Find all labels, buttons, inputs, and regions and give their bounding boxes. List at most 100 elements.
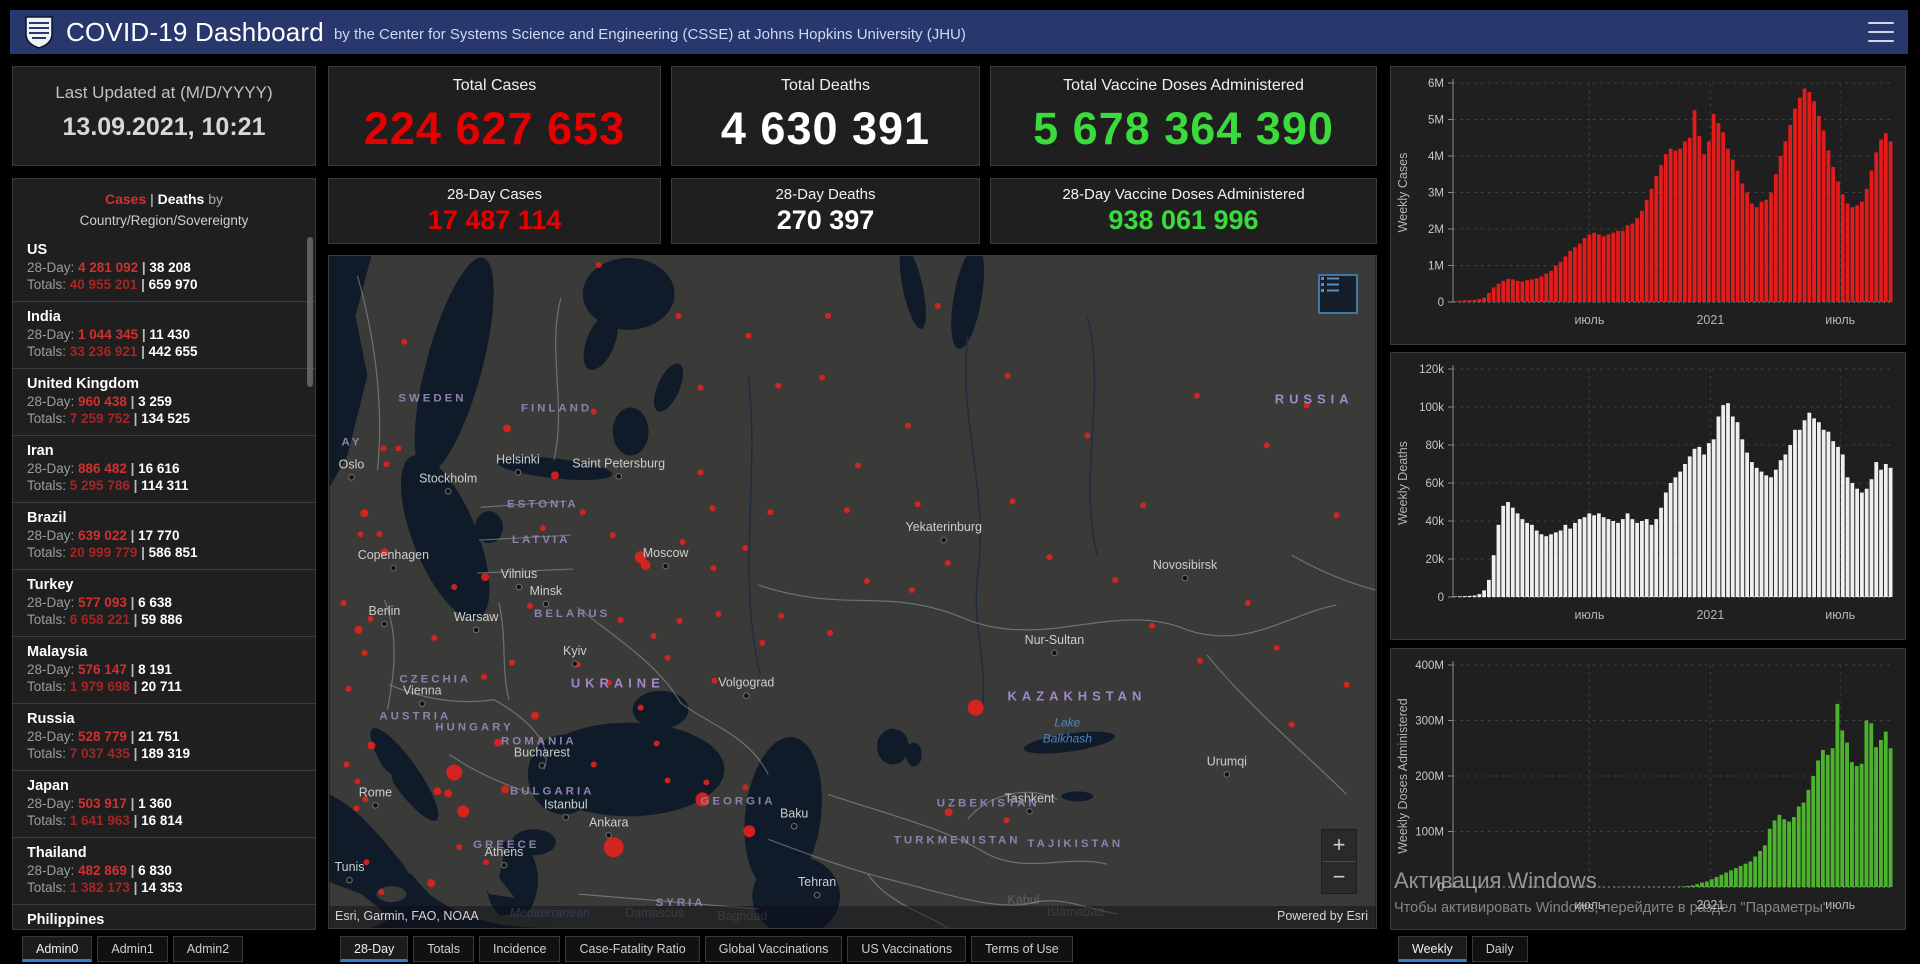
country-name: Thailand	[27, 845, 87, 861]
map-water	[329, 256, 1115, 928]
svg-text:Nur-Sultan: Nur-Sultan	[1025, 633, 1085, 647]
tab-terms-of-use[interactable]: Terms of Use	[971, 936, 1073, 962]
svg-text:CZECHIA: CZECHIA	[399, 674, 471, 686]
country-row[interactable]: Iran 28-Day: 886 482 | 16 616 Totals: 5 29…	[13, 436, 315, 503]
svg-text:Athens: Athens	[485, 845, 524, 859]
svg-text:Stockholm: Stockholm	[419, 471, 477, 485]
svg-text:4M: 4M	[1428, 151, 1444, 163]
world-map[interactable]: Oslo Stockholm Helsinki Saint Petersburg Cop…	[328, 255, 1377, 929]
country-28day: 28-Day: 1 044 345 | 11 430	[27, 327, 190, 342]
country-row[interactable]: United Kingdom 28-Day: 960 438 | 3 259 Tot…	[13, 369, 315, 436]
svg-text:Istanbul: Istanbul	[544, 797, 588, 811]
total-cases-panel: Total Cases 224 627 653	[328, 66, 661, 166]
svg-text:Volgograd: Volgograd	[718, 676, 774, 690]
country-totals: Totals: 5 295 786 | 114 311	[27, 478, 189, 493]
page-subtitle: by the Center for Systems Science and En…	[333, 25, 966, 43]
tab-global-vaccinations[interactable]: Global Vaccinations	[704, 936, 843, 962]
country-28day: 28-Day: 576 147 | 8 191	[27, 662, 172, 677]
tab-admin1[interactable]: Admin1	[97, 936, 168, 962]
country-labels: AY SWEDEN FINLAND ESTONIA LATVIA BELARUS RUSSI…	[342, 392, 1354, 910]
svg-text:Novosibirsk: Novosibirsk	[1153, 558, 1218, 572]
jhu-logo-icon	[24, 15, 54, 49]
country-28day: 28-Day: 482 869 | 6 830	[27, 863, 172, 878]
country-row[interactable]: Brazil 28-Day: 639 022 | 17 770 Totals: 20…	[13, 503, 315, 570]
svg-text:5M: 5M	[1428, 115, 1444, 127]
country-name: Japan	[27, 778, 69, 794]
city-labels: Oslo Stockholm Helsinki Saint Petersburg Cop…	[334, 452, 1246, 923]
svg-text:Minsk: Minsk	[530, 584, 563, 598]
tab-us-vaccinations[interactable]: US Vaccinations	[847, 936, 967, 962]
svg-text:BELARUS: BELARUS	[534, 608, 610, 620]
svg-text:Baghdad: Baghdad	[717, 909, 767, 923]
map-attribution: Esri, Garmin, FAO, NOAA Powered by Esri	[329, 906, 1376, 928]
country-totals: Totals: 6 658 221 | 59 886	[27, 612, 183, 627]
country-row[interactable]: Japan 28-Day: 503 917 | 1 360 Totals: 1 64…	[13, 771, 315, 838]
country-row[interactable]: US 28-Day: 4 281 092 | 38 208 Totals: 40 9…	[13, 235, 315, 302]
country-row[interactable]: Thailand 28-Day: 482 869 | 6 830 Totals: 1…	[13, 838, 315, 905]
menu-button hamburger-icon[interactable]	[1868, 20, 1894, 44]
country-totals: Totals: 1 382 173 | 14 353	[27, 880, 183, 895]
country-row[interactable]: Turkey 28-Day: 577 093 | 6 638 Totals: 6 6…	[13, 570, 315, 637]
country-row[interactable]: Russia 28-Day: 528 779 | 21 751 Totals: 7 …	[13, 704, 315, 771]
svg-text:3M: 3M	[1428, 188, 1444, 200]
tab-weekly[interactable]: Weekly	[1398, 936, 1467, 962]
28day-cases-panel: 28-Day Cases 17 487 114	[328, 178, 661, 244]
country-name: Russia	[27, 711, 75, 727]
country-name: US	[27, 242, 48, 258]
svg-text:Vienna: Vienna	[403, 684, 442, 698]
map-legend-button legend-list-icon[interactable]	[1318, 274, 1358, 314]
tab-totals[interactable]: Totals	[413, 936, 474, 962]
tab-daily[interactable]: Daily	[1471, 936, 1528, 962]
country-totals: Totals: 33 236 921 | 442 655	[27, 344, 198, 359]
total-cases-label: Total Cases	[452, 77, 537, 94]
tab-admin0[interactable]: Admin0	[22, 936, 93, 962]
country-list-scrollbar[interactable]	[307, 237, 313, 387]
tab-28-day[interactable]: 28-Day	[340, 936, 409, 962]
svg-text:Kabul: Kabul	[1008, 893, 1040, 907]
svg-text:Tunis: Tunis	[334, 860, 364, 874]
svg-text:Warsaw: Warsaw	[454, 610, 500, 624]
28day-vaccines-panel: 28-Day Vaccine Doses Administered 938 06…	[990, 178, 1377, 244]
country-list[interactable]: US 28-Day: 4 281 092 | 38 208 Totals: 40 9…	[13, 235, 315, 929]
28day-deaths-panel: 28-Day Deaths 270 397	[671, 178, 980, 244]
svg-text:июль: июль	[1825, 608, 1855, 622]
weekly-doses-chart: 0 100M 200M 300M 400M июль 2021 июль Weekly Dose…	[1390, 648, 1906, 930]
svg-text:FINLAND: FINLAND	[521, 403, 592, 415]
tab-incidence[interactable]: Incidence	[478, 936, 561, 962]
28day-vaccines-label: 28-Day Vaccine Doses Administered	[1062, 186, 1305, 203]
country-row[interactable]: Malaysia 28-Day: 576 147 | 8 191 Totals: 1…	[13, 637, 315, 704]
svg-text:Yekaterinburg: Yekaterinburg	[906, 520, 982, 534]
country-name: Iran	[27, 443, 54, 459]
country-28day: 28-Day: 577 093 | 6 638	[27, 595, 172, 610]
svg-text:RUSSIA: RUSSIA	[1275, 392, 1354, 407]
svg-text:KAZAKHSTAN: KAZAKHSTAN	[1008, 689, 1147, 704]
svg-text:июль: июль	[1574, 313, 1604, 327]
country-28day: 28-Day: 503 917 | 1 360	[27, 796, 172, 811]
svg-text:200M: 200M	[1415, 771, 1444, 783]
svg-text:80k: 80k	[1425, 440, 1444, 452]
svg-text:UKRAINE: UKRAINE	[571, 676, 665, 691]
svg-text:Damascus: Damascus	[625, 906, 684, 920]
country-28day: 28-Day: 960 438 | 3 259	[27, 394, 172, 409]
28day-vaccines-value: 938 061 996	[1108, 205, 1259, 235]
country-row[interactable]: India 28-Day: 1 044 345 | 11 430 Totals: 3…	[13, 302, 315, 369]
svg-text:AUSTRIA: AUSTRIA	[379, 711, 451, 723]
country-row[interactable]: Philippines28-Day: 478 700 | 4 908	[13, 905, 315, 929]
tab-admin2[interactable]: Admin2	[172, 936, 244, 962]
country-list-header: Cases | Deaths by	[104, 191, 224, 207]
title-bar: COVID-19 Dashboard by the Center for Sys…	[10, 10, 1908, 54]
total-vaccines-value: 5 678 364 390	[1033, 103, 1334, 154]
svg-text:Urumqi: Urumqi	[1207, 754, 1247, 768]
tab-case-fatality-ratio[interactable]: Case-Fatality Ratio	[565, 936, 700, 962]
country-28day: 28-Day: 4 281 092 | 38 208	[27, 260, 191, 275]
svg-text:Baku: Baku	[780, 806, 808, 820]
svg-text:Vilnius: Vilnius	[501, 567, 537, 581]
zoom-out-button minus-icon[interactable]: −	[1322, 861, 1356, 893]
map-attribution-text: Esri, Garmin, FAO, NOAA	[335, 909, 479, 923]
svg-text:20k: 20k	[1425, 554, 1444, 566]
map-land	[329, 256, 1376, 928]
country-name: Philippines	[27, 912, 105, 928]
svg-text:LATVIA: LATVIA	[512, 534, 570, 546]
zoom-in-button plus-icon[interactable]: +	[1332, 832, 1346, 857]
country-name: Brazil	[27, 510, 67, 526]
